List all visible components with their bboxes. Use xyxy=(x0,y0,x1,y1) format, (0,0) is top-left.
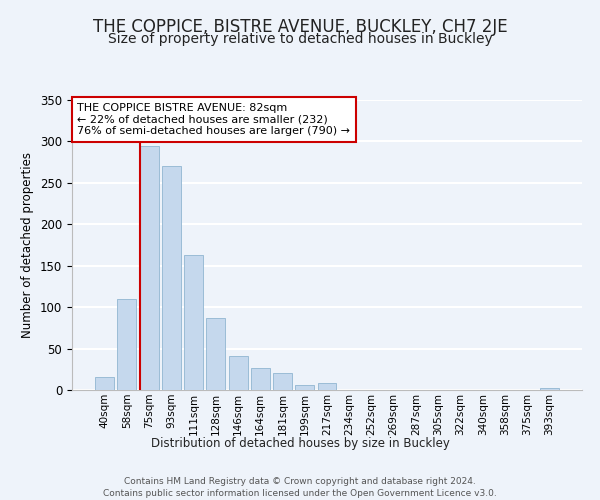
Text: Size of property relative to detached houses in Buckley: Size of property relative to detached ho… xyxy=(107,32,493,46)
Bar xyxy=(95,376,114,390)
Text: THE COPPICE, BISTRE AVENUE, BUCKLEY, CH7 2JE: THE COPPICE, BISTRE AVENUE, BUCKLEY, CH7… xyxy=(92,18,508,36)
Bar xyxy=(229,356,248,390)
Bar xyxy=(162,166,181,390)
Bar xyxy=(540,388,559,390)
Bar xyxy=(251,368,270,390)
Bar xyxy=(140,146,158,390)
Bar xyxy=(184,255,203,390)
Bar xyxy=(317,384,337,390)
Bar xyxy=(295,385,314,390)
Text: Contains public sector information licensed under the Open Government Licence v3: Contains public sector information licen… xyxy=(103,489,497,498)
Bar xyxy=(118,299,136,390)
Bar xyxy=(206,318,225,390)
Y-axis label: Number of detached properties: Number of detached properties xyxy=(22,152,34,338)
Bar xyxy=(273,372,292,390)
Text: THE COPPICE BISTRE AVENUE: 82sqm
← 22% of detached houses are smaller (232)
76% : THE COPPICE BISTRE AVENUE: 82sqm ← 22% o… xyxy=(77,103,350,136)
Text: Contains HM Land Registry data © Crown copyright and database right 2024.: Contains HM Land Registry data © Crown c… xyxy=(124,478,476,486)
Text: Distribution of detached houses by size in Buckley: Distribution of detached houses by size … xyxy=(151,438,449,450)
